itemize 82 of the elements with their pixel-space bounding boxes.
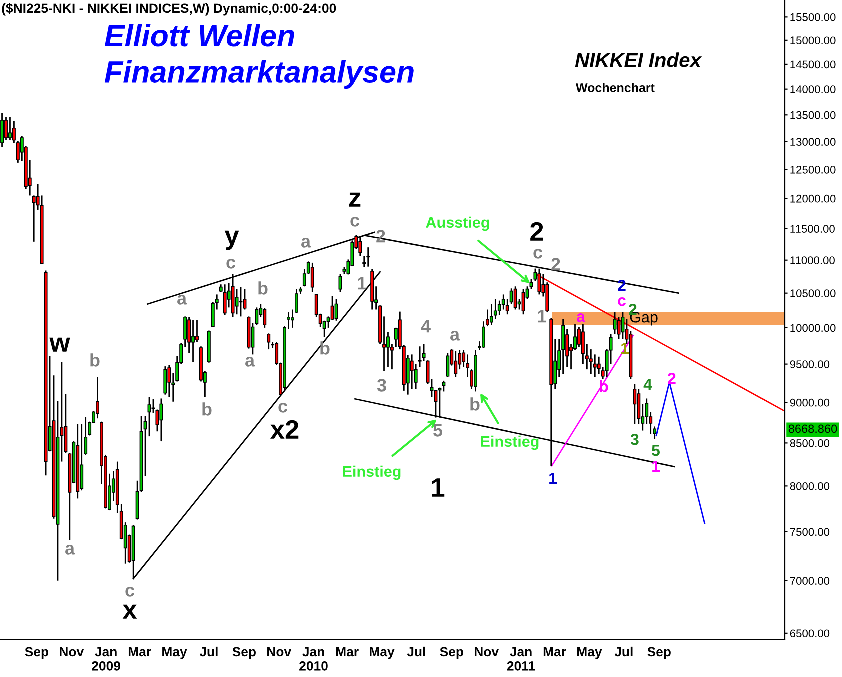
y-tick-label: 15500.00 — [790, 13, 836, 22]
annotation: b — [90, 354, 100, 367]
annotation: 1 — [652, 461, 660, 472]
annotation: a — [450, 330, 460, 341]
annotation: Wochenchart — [576, 83, 655, 92]
annotation: z — [349, 192, 361, 207]
annotation: Ausstieg — [426, 216, 490, 232]
x-tick-label: Jan 2009 — [92, 647, 120, 671]
annotation: y — [224, 230, 240, 250]
annotation: b — [320, 342, 330, 355]
x-tick-label: Mar — [128, 647, 152, 657]
x-tick-label: Jul — [614, 646, 633, 657]
annotation: 4 — [421, 320, 431, 333]
x-tick-label: Sep — [25, 647, 49, 660]
annotation: 5 — [434, 424, 443, 437]
x-tick-label: Nov — [60, 647, 84, 657]
annotation: 1 — [550, 473, 557, 484]
annotation: 3 — [630, 434, 639, 446]
y-tick-label: 12500.00 — [790, 166, 836, 174]
x-tick-label: May — [162, 647, 188, 660]
y-tick-label: 13000.00 — [790, 138, 836, 146]
annotation: c — [350, 216, 360, 227]
x-tick-label: Jan 2010 — [300, 647, 328, 671]
y-tick-label: 7000.00 — [790, 577, 830, 586]
annotation: c — [226, 258, 236, 269]
y-tick-label: 14500.00 — [790, 60, 836, 69]
y-tick-label: 8000.00 — [790, 482, 830, 490]
x-tick-label: Sep — [648, 647, 671, 660]
x-tick-label: Sep — [440, 647, 464, 660]
annotation: a — [66, 544, 76, 555]
x-tick-label: May — [578, 647, 602, 660]
x-tick-label: Mar — [336, 647, 359, 657]
y-tick-label: 9000.00 — [790, 398, 830, 407]
annotation: a — [302, 238, 312, 248]
x-tick-label: Jan 2011 — [507, 647, 536, 671]
annotation: c — [126, 586, 134, 597]
y-tick-label: 11500.00 — [790, 225, 835, 233]
annotation: a — [246, 356, 256, 367]
y-tick-label: 10500.00 — [790, 290, 836, 298]
annotation: 1 — [358, 277, 367, 290]
annotation: c — [278, 402, 288, 413]
text: 8668.860 — [788, 424, 838, 434]
annotation: 2 — [530, 222, 544, 241]
annotation: b — [258, 282, 268, 295]
annotation: c — [534, 248, 542, 259]
x-tick-label: May — [370, 647, 395, 660]
annotation: 1 — [538, 310, 547, 323]
y-tick-label: 12000.00 — [790, 194, 836, 203]
annotation: a — [178, 294, 188, 305]
annotation: 3 — [377, 379, 386, 392]
x-tick-label: Sep — [232, 647, 256, 660]
annotation: 2 — [668, 372, 676, 384]
annotation: 2 — [552, 258, 560, 271]
x-tick-label: Mar — [544, 647, 566, 657]
annotation: x2 — [270, 420, 299, 439]
y-tick-label: 15000.00 — [790, 36, 836, 45]
annotation: w — [50, 338, 70, 352]
x-tick-label: Nov — [474, 647, 499, 657]
annotation: 4 — [644, 379, 652, 390]
y-tick-label: 14000.00 — [790, 86, 836, 94]
x-tick-label: Jul — [200, 646, 218, 657]
chart-title: ($NI225-NKI - NIKKEI INDICES,W) Dynamic,0:00-24:00 — [2, 3, 336, 16]
x-tick-label: Jul — [407, 646, 426, 657]
annotation: 5 — [652, 445, 660, 456]
annotation: b — [202, 402, 212, 416]
annotation: a — [577, 314, 586, 322]
y-tick-label: 13500.00 — [790, 111, 836, 120]
y-tick-label: 7500.00 — [790, 528, 830, 536]
annotation: b — [470, 398, 480, 411]
y-tick-label: 8500.00 — [790, 439, 830, 448]
y-tick-label: 9500.00 — [790, 360, 830, 368]
annotation: 1 — [432, 478, 445, 497]
annotation: Einstieg — [343, 466, 401, 480]
x-tick-label: Nov — [268, 647, 292, 657]
annotation: Einstieg — [481, 436, 539, 450]
y-tick-label: 10000.00 — [790, 324, 836, 332]
annotation: c — [618, 298, 626, 306]
annotation: NIKKEI Index — [575, 52, 702, 68]
text: Elliott Wellen Finanzmarktanalysen — [104, 24, 414, 90]
y-tick-label: 6500.00 — [790, 630, 830, 638]
y-tick-label: 11000.00 — [790, 256, 835, 264]
annotation: x — [122, 604, 138, 619]
